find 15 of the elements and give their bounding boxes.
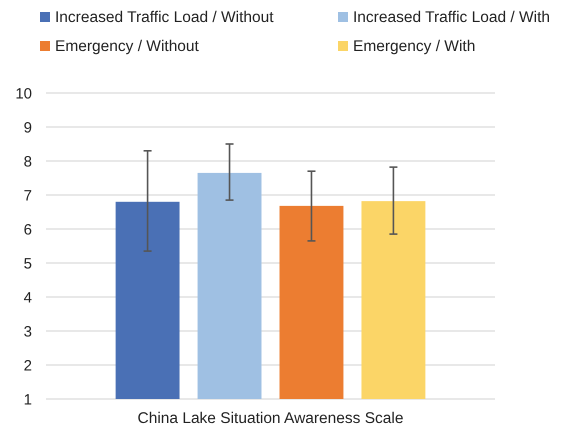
legend-label: Increased Traffic Load / With xyxy=(353,9,550,26)
legend-label: Increased Traffic Load / Without xyxy=(55,9,274,26)
y-tick-label: 4 xyxy=(24,289,32,306)
y-tick-label: 2 xyxy=(24,357,32,374)
y-tick-label: 7 xyxy=(24,187,32,204)
y-tick-label: 5 xyxy=(24,255,32,272)
x-tick-label: China Lake Situation Awareness Scale xyxy=(138,410,404,427)
y-tick-label: 3 xyxy=(24,323,32,340)
y-tick-label: 6 xyxy=(24,221,32,238)
legend-label: Emergency / With xyxy=(353,38,476,55)
y-tick-label: 10 xyxy=(15,85,32,102)
y-tick-label: 8 xyxy=(24,153,32,170)
y-tick-label: 1 xyxy=(24,391,32,408)
legend-label: Emergency / Without xyxy=(55,38,200,55)
y-tick-label: 9 xyxy=(24,119,32,136)
